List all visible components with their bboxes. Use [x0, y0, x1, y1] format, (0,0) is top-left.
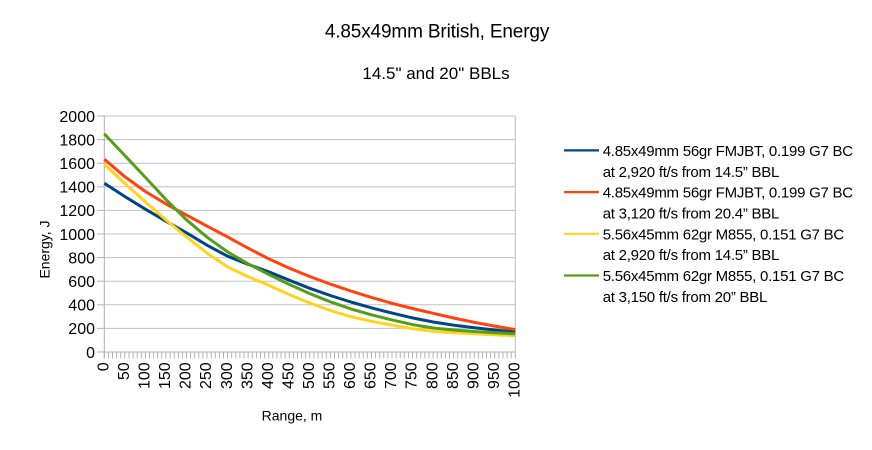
svg-text:Energy, J: Energy, J — [37, 220, 53, 278]
svg-text:250: 250 — [198, 362, 215, 389]
svg-text:50: 50 — [116, 362, 133, 380]
svg-text:4.85x49mm 56gr FMJBT, 0.199 G7: 4.85x49mm 56gr FMJBT, 0.199 G7 BC — [603, 143, 854, 160]
svg-text:850: 850 — [445, 362, 462, 389]
svg-text:1400: 1400 — [59, 180, 95, 197]
svg-text:4.85x49mm British, Energy: 4.85x49mm British, Energy — [325, 21, 550, 42]
svg-text:700: 700 — [383, 362, 400, 389]
svg-text:1000: 1000 — [507, 362, 524, 398]
svg-text:150: 150 — [157, 362, 174, 389]
svg-text:600: 600 — [342, 362, 359, 389]
svg-text:1000: 1000 — [59, 227, 95, 244]
svg-text:900: 900 — [465, 362, 482, 389]
svg-text:at 2,920 ft/s from 14.5” BBL: at 2,920 ft/s from 14.5” BBL — [603, 247, 779, 264]
svg-text:at 3,150 ft/s from 20” BBL: at 3,150 ft/s from 20” BBL — [603, 289, 767, 306]
svg-text:500: 500 — [301, 362, 318, 389]
svg-text:200: 200 — [68, 321, 95, 338]
svg-text:5.56x45mm 62gr M855, 0.151 G7: 5.56x45mm 62gr M855, 0.151 G7 BC — [603, 226, 845, 243]
svg-text:650: 650 — [363, 362, 380, 389]
svg-text:1800: 1800 — [59, 132, 95, 149]
svg-text:950: 950 — [486, 362, 503, 389]
svg-text:550: 550 — [322, 362, 339, 389]
svg-text:0: 0 — [96, 362, 113, 371]
svg-text:2000: 2000 — [59, 109, 95, 126]
svg-text:5.56x45mm 62gr M855, 0.151 G7: 5.56x45mm 62gr M855, 0.151 G7 BC — [603, 268, 845, 285]
svg-text:0: 0 — [86, 345, 95, 362]
svg-text:450: 450 — [280, 362, 297, 389]
svg-text:1200: 1200 — [59, 203, 95, 220]
svg-text:750: 750 — [404, 362, 421, 389]
svg-text:400: 400 — [260, 362, 277, 389]
svg-text:400: 400 — [68, 298, 95, 315]
svg-text:Range, m: Range, m — [262, 408, 323, 424]
svg-text:1600: 1600 — [59, 156, 95, 173]
svg-text:at 3,120 ft/s from 20.4” BBL: at 3,120 ft/s from 20.4” BBL — [603, 206, 779, 223]
svg-text:4.85x49mm 56gr FMJBT, 0.199 G7: 4.85x49mm 56gr FMJBT, 0.199 G7 BC — [603, 185, 854, 202]
svg-text:300: 300 — [219, 362, 236, 389]
svg-text:800: 800 — [68, 250, 95, 267]
svg-text:600: 600 — [68, 274, 95, 291]
svg-text:at 2,920 ft/s from 14.5” BBL: at 2,920 ft/s from 14.5” BBL — [603, 164, 779, 181]
svg-text:200: 200 — [178, 362, 195, 389]
svg-text:14.5" and 20" BBLs: 14.5" and 20" BBLs — [362, 64, 509, 83]
svg-text:100: 100 — [137, 362, 154, 389]
svg-text:350: 350 — [239, 362, 256, 389]
svg-text:800: 800 — [424, 362, 441, 389]
